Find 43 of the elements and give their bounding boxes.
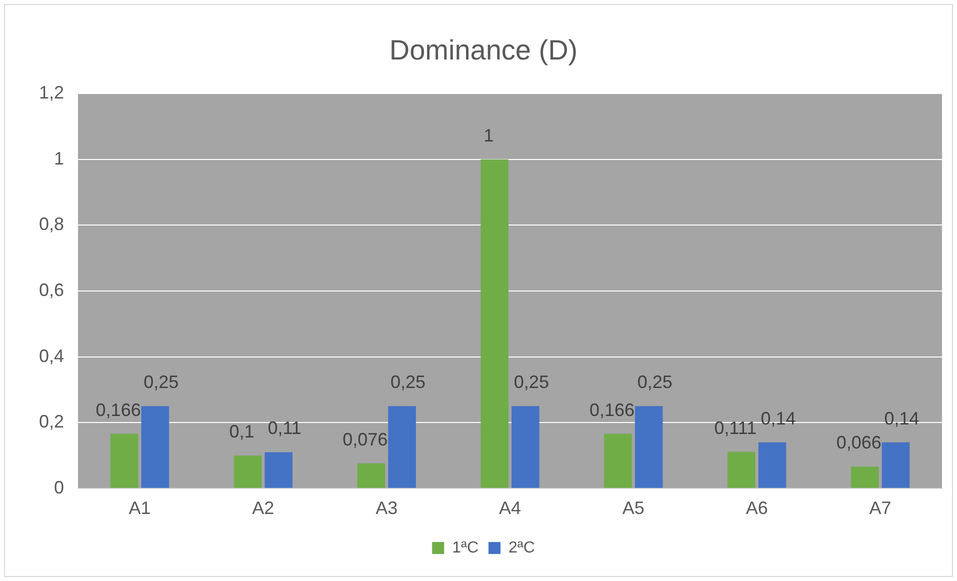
x-tick-label: A5: [622, 498, 644, 518]
chart-title: Dominance (D): [389, 34, 578, 66]
data-label: 0,076: [342, 429, 388, 450]
data-label: 0,166: [96, 400, 141, 420]
bar: [357, 463, 386, 488]
bar: [728, 452, 756, 488]
y-tick-label: 0: [54, 477, 64, 498]
y-tick-label: 1,2: [38, 82, 64, 103]
y-tick-label: 0,2: [38, 412, 64, 432]
x-tick-label: A2: [252, 498, 274, 518]
data-label: 0,1: [229, 421, 254, 442]
x-tick-label: A3: [376, 498, 398, 518]
bar: [882, 442, 910, 488]
bar: [264, 452, 292, 488]
x-tick-label: A6: [746, 498, 768, 518]
data-label: 0,25: [144, 372, 179, 392]
data-label: 1: [484, 125, 494, 146]
bar: [512, 406, 540, 488]
bar: [141, 406, 170, 488]
y-tick-label: 0,8: [38, 214, 64, 234]
legend-label: 1ªC: [452, 539, 478, 556]
data-label: 0,25: [637, 372, 672, 392]
x-tick-label: A1: [128, 498, 151, 518]
bar: [110, 434, 138, 488]
data-label: 0,11: [268, 418, 302, 438]
data-label: 0,25: [514, 372, 549, 392]
data-label: 0,066: [836, 432, 882, 453]
bar: [388, 406, 416, 488]
data-label: 0,166: [589, 400, 635, 420]
y-tick-label: 0,6: [38, 280, 64, 300]
bar: [634, 406, 663, 488]
legend-label: 2ªC: [508, 539, 535, 556]
x-tick-label: A7: [869, 498, 892, 518]
bar: [234, 456, 262, 488]
bar: [480, 159, 508, 488]
data-label: 0,25: [390, 372, 426, 392]
data-label: 0,111: [714, 418, 757, 438]
bar: [604, 434, 632, 488]
y-tick-label: 1: [54, 148, 64, 168]
y-tick-label: 0,4: [38, 346, 64, 366]
bar: [758, 442, 786, 488]
x-tick-label: A4: [498, 498, 522, 518]
bar: [850, 466, 879, 488]
